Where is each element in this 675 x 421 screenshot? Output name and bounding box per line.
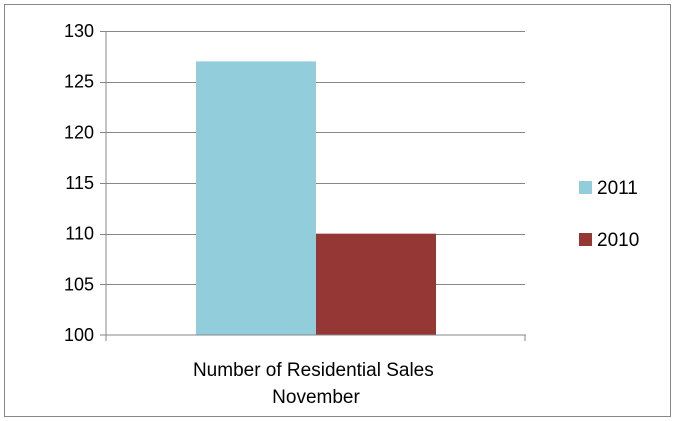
category-label-line-2: November — [272, 387, 360, 408]
category-label: Number of Residential Sales November — [193, 360, 439, 408]
category-label-line-1: Number of Residential Sales — [193, 360, 434, 381]
legend-swatch-2011 — [579, 181, 592, 194]
y-tick-label: 115 — [65, 173, 94, 193]
legend-label-2010: 2010 — [597, 230, 639, 251]
legend-label-2011: 2011 — [597, 178, 638, 199]
y-tick-label: 105 — [64, 274, 94, 294]
y-tick-label: 120 — [64, 122, 94, 142]
y-tick-label: 130 — [64, 21, 94, 41]
bar-2011 — [196, 61, 316, 336]
y-tick-label: 100 — [64, 325, 94, 345]
bar-2010 — [316, 233, 436, 335]
y-tick-label: 110 — [65, 224, 94, 244]
y-tick-label: 125 — [64, 72, 94, 92]
y-tick-labels: 100 105 110 115 120 125 130 — [64, 21, 94, 345]
bars — [196, 61, 436, 336]
chart-border — [4, 4, 671, 417]
legend-swatch-2010 — [579, 233, 592, 246]
legend: 2011 2010 — [579, 178, 639, 251]
